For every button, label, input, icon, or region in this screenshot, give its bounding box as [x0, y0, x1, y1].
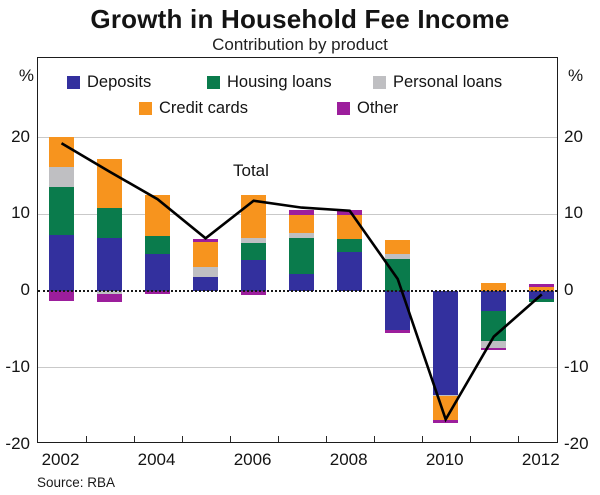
bar-segment-other-2002	[49, 290, 74, 302]
y-tick-label-left--20: -20	[5, 433, 30, 453]
legend-item-housing-loans: Housing loans	[207, 73, 332, 92]
y-tick-label-left-0: 0	[20, 280, 30, 300]
x-axis-tick	[469, 436, 472, 442]
x-axis-tick	[277, 436, 280, 442]
bar-segment-credit-cards-2010	[433, 396, 459, 421]
bar-segment-other-2011	[481, 348, 507, 351]
bar-segment-deposits-2011	[481, 290, 507, 312]
x-axis-tick	[517, 436, 520, 442]
x-tick-label-2012: 2012	[521, 450, 560, 469]
bar-segment-deposits-2004	[145, 253, 171, 291]
bar-segment-other-2009	[385, 329, 411, 333]
y-axis-unit-left: %	[18, 66, 34, 85]
bar-segment-other-2007	[289, 209, 315, 215]
x-axis-tick	[325, 436, 328, 442]
x-tick-label-2004: 2004	[137, 450, 176, 469]
bar-segment-deposits-2012	[529, 290, 555, 299]
chart-plot-area: Total Deposits Housing loans Personal loan…	[37, 57, 558, 443]
bar-segment-other-2005	[193, 239, 219, 243]
legend-item-personal-loans: Personal loans	[373, 73, 502, 92]
x-tick-label-2010: 2010	[425, 450, 464, 469]
bar-segment-credit-cards-2003	[97, 159, 123, 209]
bar-segment-other-2010	[433, 420, 459, 423]
bar-segment-housing-loans-2006	[241, 242, 267, 260]
bar-segment-deposits-2009	[385, 290, 411, 330]
chart-subtitle: Contribution by product	[212, 35, 388, 54]
x-axis-tick	[85, 436, 87, 442]
legend-swatch-icon	[207, 76, 220, 89]
bar-segment-credit-cards-2002	[49, 137, 74, 167]
legend-swatch-icon	[67, 76, 80, 89]
source-note: Source: RBA	[37, 475, 116, 490]
bar-segment-deposits-2010	[433, 290, 459, 395]
bar-segment-housing-loans-2009	[385, 259, 411, 291]
bar-segment-deposits-2003	[97, 238, 123, 291]
bar-segment-deposits-2008	[337, 252, 363, 291]
legend-swatch-icon	[337, 102, 350, 115]
bar-segment-credit-cards-2009	[385, 239, 411, 255]
y-tick-label-right--20: -20	[564, 433, 589, 453]
bar-segment-deposits-2007	[289, 274, 315, 291]
bar-segment-housing-loans-2002	[49, 186, 74, 235]
legend-label: Deposits	[87, 73, 152, 91]
bar-segment-credit-cards-2004	[145, 195, 171, 237]
bar-segment-credit-cards-2006	[241, 195, 267, 238]
bar-segment-personal-loans-2009	[385, 254, 411, 260]
x-tick-label-2002: 2002	[41, 450, 80, 469]
y-tick-label-right-20: 20	[564, 126, 583, 146]
bar-segment-credit-cards-2008	[337, 214, 363, 240]
legend-swatch-icon	[373, 76, 386, 89]
bar-segment-housing-loans-2011	[481, 311, 507, 342]
bar-segment-housing-loans-2003	[97, 208, 123, 239]
legend-item-deposits: Deposits	[67, 73, 151, 92]
bar-segment-personal-loans-2007	[289, 232, 315, 238]
y-axis-unit-right: %	[568, 66, 584, 85]
x-axis-tick	[133, 436, 135, 442]
gridline-20	[38, 137, 557, 139]
legend-item-credit-cards: Credit cards	[139, 99, 248, 118]
chart-title: Growth in Household Fee Income	[90, 4, 510, 34]
bar-segment-credit-cards-2005	[193, 242, 219, 268]
y-tick-label-right--10: -10	[564, 356, 589, 376]
legend-label: Credit cards	[159, 99, 248, 117]
y-tick-label-left-20: 20	[11, 126, 30, 146]
bar-segment-personal-loans-2011	[481, 341, 507, 349]
total-line-annotation: Total	[233, 161, 269, 180]
x-axis-tick	[373, 436, 376, 442]
bar-segment-credit-cards-2007	[289, 214, 315, 233]
y-tick-label-left--10: -10	[5, 356, 30, 376]
gridline--10	[38, 367, 557, 369]
bar-segment-deposits-2006	[241, 259, 267, 291]
x-axis-tick	[181, 436, 183, 442]
bar-segment-housing-loans-2004	[145, 236, 171, 254]
legend-label: Housing loans	[227, 73, 332, 91]
bar-segment-personal-loans-2005	[193, 267, 219, 278]
y-tick-label-left-10: 10	[11, 203, 30, 223]
x-tick-label-2006: 2006	[233, 450, 272, 469]
bar-segment-housing-loans-2007	[289, 237, 315, 275]
bar-segment-other-2003	[97, 294, 123, 303]
zero-axis-line	[38, 289, 557, 292]
y-tick-label-right-0: 0	[564, 280, 574, 300]
bar-segment-personal-loans-2002	[49, 166, 74, 187]
bar-segment-housing-loans-2008	[337, 239, 363, 253]
legend-label: Other	[357, 99, 399, 117]
x-axis-tick	[229, 436, 231, 442]
bar-segment-personal-loans-2006	[241, 237, 267, 243]
bar-segment-housing-loans-2012	[529, 298, 555, 303]
legend-swatch-icon	[139, 102, 152, 115]
x-axis-tick	[421, 436, 424, 442]
x-tick-label-2008: 2008	[329, 450, 368, 469]
bar-segment-other-2012	[529, 284, 555, 288]
bar-segment-deposits-2002	[49, 234, 74, 291]
y-tick-label-right-10: 10	[564, 203, 583, 223]
legend-item-other: Other	[337, 99, 398, 118]
bar-segment-other-2008	[337, 209, 363, 215]
legend-label: Personal loans	[393, 73, 503, 91]
